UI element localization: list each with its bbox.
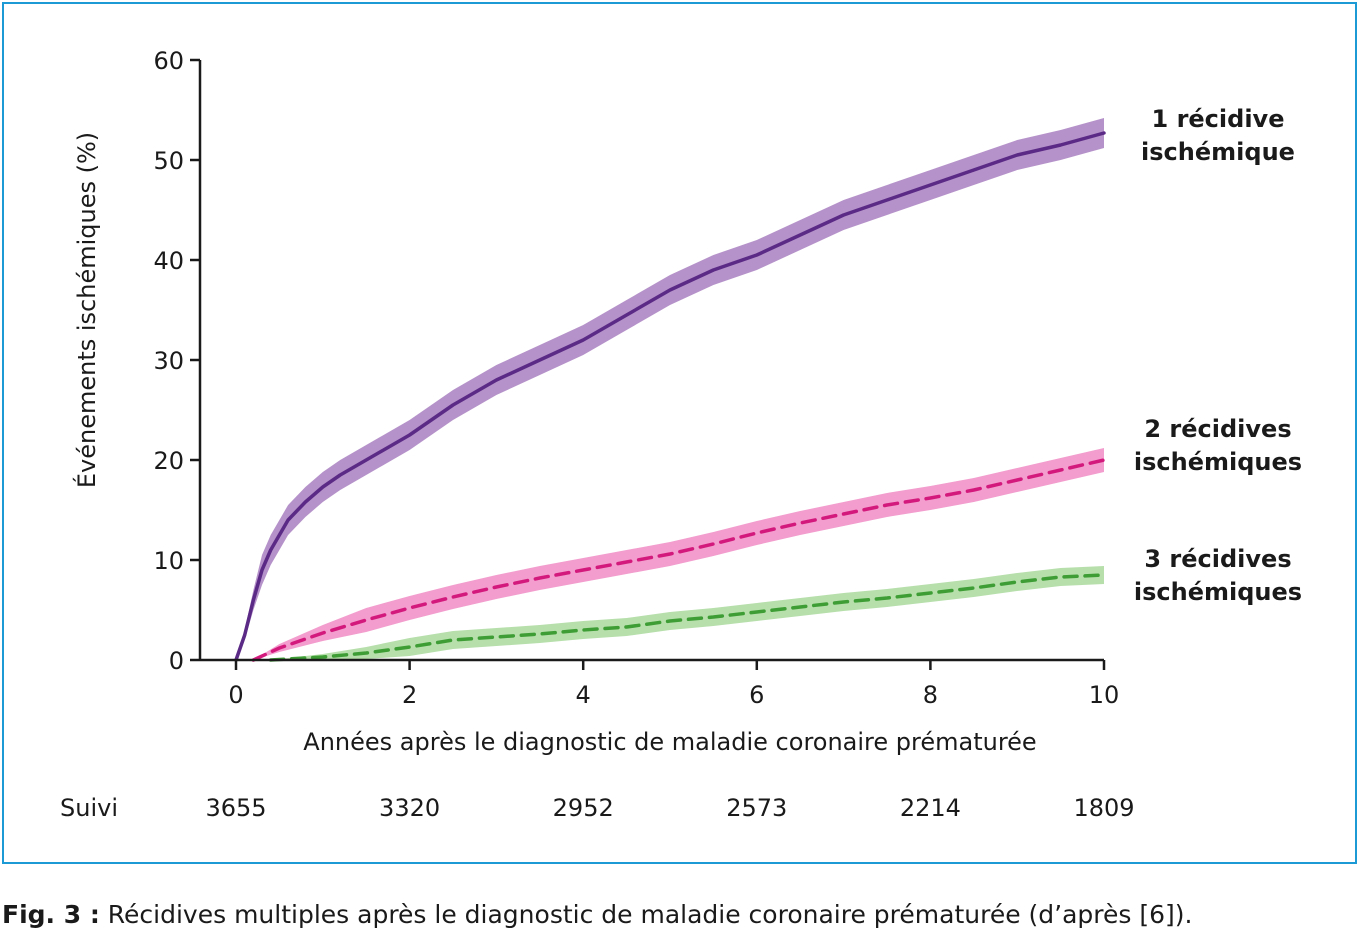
figure-caption: Fig. 3 : Récidives multiples après le di… [2, 900, 1192, 929]
y-tick-label: 40 [153, 247, 184, 275]
x-tick-label: 8 [923, 681, 938, 709]
x-tick-label: 6 [749, 681, 764, 709]
follow-up-value: 3320 [379, 794, 440, 822]
series-line-1 [234, 131, 1106, 662]
y-tick-label: 0 [169, 647, 184, 675]
axes: 0 10 20 30 40 50 60 0 2 4 6 8 10 Années après le diag… [72, 47, 1119, 756]
follow-up-value: 1809 [1073, 794, 1134, 822]
y-tick-label: 60 [153, 47, 184, 75]
y-tick-label: 20 [153, 447, 184, 475]
x-tick-label: 2 [402, 681, 417, 709]
figure-frame [2, 2, 1357, 864]
caption-label: Fig. 3 : [2, 900, 100, 929]
series-labels: 1 récidive ischémique 2 récidives ischémiqu… [1134, 105, 1302, 606]
confidence-bands [236, 118, 1104, 660]
x-tick-label: 4 [576, 681, 591, 709]
series-label-3: 3 récidives [1144, 545, 1291, 573]
x-tick-label: 10 [1089, 681, 1120, 709]
series-line-3 [268, 573, 1106, 662]
chart: 0 10 20 30 40 50 60 0 2 4 6 8 10 Années après le diag… [60, 47, 1302, 822]
series-label-1: ischémique [1141, 138, 1295, 166]
series-label-3: ischémiques [1134, 578, 1302, 606]
follow-up-value: 3655 [205, 794, 266, 822]
series-label-2: 2 récidives [1144, 415, 1291, 443]
follow-up-value: 2952 [553, 794, 614, 822]
x-axis-label: Années après le diagnostic de maladie co… [303, 728, 1036, 756]
series-lines [234, 131, 1106, 662]
x-tick-label: 0 [228, 681, 243, 709]
series-band-1 [236, 118, 1104, 660]
follow-up-value: 2214 [900, 794, 961, 822]
caption-text: Récidives multiples après le diagnostic … [99, 900, 1193, 929]
y-axis-label: Événements ischémiques (%) [72, 132, 101, 488]
y-tick-label: 30 [153, 347, 184, 375]
series-line-2 [251, 458, 1106, 662]
follow-up-value: 2573 [726, 794, 787, 822]
y-tick-label: 50 [153, 147, 184, 175]
series-label-2: ischémiques [1134, 448, 1302, 476]
series-label-1: 1 récidive [1152, 105, 1285, 133]
y-tick-label: 10 [153, 547, 184, 575]
follow-up-label: Suivi [60, 794, 118, 822]
series-band-2 [253, 448, 1104, 660]
follow-up-row: Suivi 3655 3320 2952 2573 2214 1809 [60, 794, 1135, 822]
